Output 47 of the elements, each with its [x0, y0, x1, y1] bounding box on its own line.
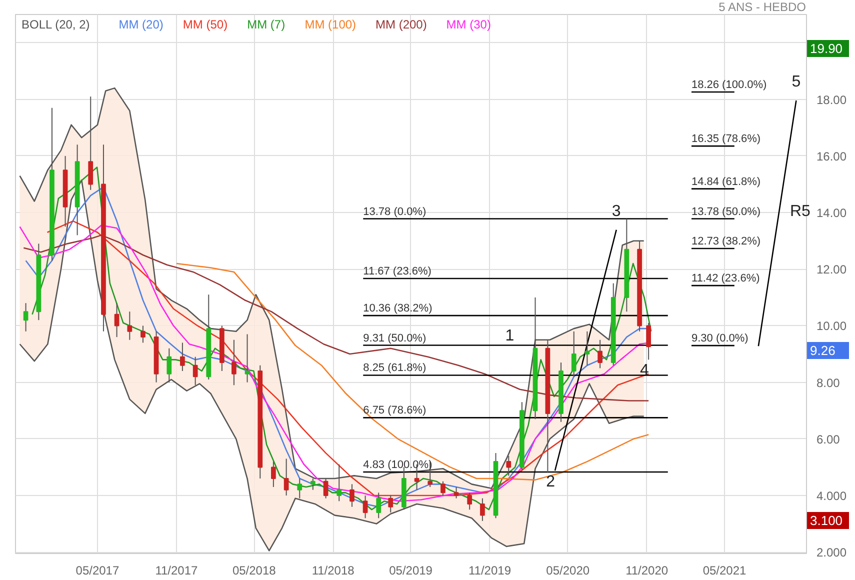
y-tick-label: 18.00	[816, 92, 847, 107]
annotation: 9.30 (0.0%)	[691, 332, 748, 345]
price-tag: 3.100	[807, 512, 849, 529]
chart-subtitle: 5 ANS - HEBDO	[718, 0, 806, 14]
text: MM (100)	[304, 18, 356, 32]
text: MM (200)	[376, 18, 427, 32]
annotation: 6.75 (78.6%)	[363, 404, 426, 417]
annotation: 16.35 (78.6%)	[691, 133, 761, 146]
annotation: 11.42 (23.6%)	[691, 272, 760, 285]
annotation: 3	[612, 202, 621, 220]
price-tag: 9.26	[807, 342, 849, 359]
y-tick-label: 2.000	[816, 546, 847, 560]
price-tag: 19.90	[807, 40, 849, 57]
annotation: 10.36 (38.2%)	[363, 302, 432, 315]
text: MM (30)	[446, 18, 491, 32]
y-tick-label: 8.00	[816, 376, 840, 390]
y-tick-label: 16.00	[816, 149, 847, 164]
text: BOLL (20, 2)	[22, 18, 90, 32]
x-tick-label: 11/2019	[468, 564, 512, 578]
annotation: R5	[790, 203, 810, 221]
text: MM (7)	[247, 18, 286, 32]
x-tick-label: 11/2018	[312, 564, 355, 578]
x-tick-label: 11/2020	[626, 564, 668, 578]
x-tick-label: 05/2019	[389, 564, 433, 578]
y-tick-label: 6.00	[816, 432, 840, 446]
annotation: 2	[546, 474, 556, 491]
annotation: 5	[792, 74, 801, 91]
annotation: 11.67 (23.6%)	[363, 265, 432, 278]
x-tick-label: 05/2017	[76, 564, 120, 578]
annotation: 9.31 (50.0%)	[363, 332, 426, 344]
annotation: 18.26 (100.0%)	[691, 79, 767, 92]
y-tick-label: 10.00	[816, 319, 847, 334]
x-tick-label: 05/2020	[546, 564, 590, 578]
annotation: 13.78 (0.0%)	[363, 206, 426, 218]
y-tick-label: 12.00	[816, 262, 847, 277]
x-tick-label: 11/2017	[155, 564, 198, 578]
annotation: 8.25 (61.8%)	[363, 362, 426, 374]
text: MM (50)	[182, 18, 228, 32]
y-tick-label: 14.00	[816, 206, 847, 220]
annotation: 12.73 (38.2%)	[691, 235, 761, 248]
annotation: 14.84 (61.8%)	[691, 176, 761, 188]
x-tick-label: 05/2021	[702, 564, 747, 578]
text: MM (20)	[118, 18, 164, 32]
x-tick-label: 05/2018	[232, 564, 276, 578]
annotation: 13.78 (50.0%)	[691, 206, 761, 218]
y-tick-label: 4.000	[816, 488, 847, 503]
annotation: 1	[505, 327, 514, 344]
